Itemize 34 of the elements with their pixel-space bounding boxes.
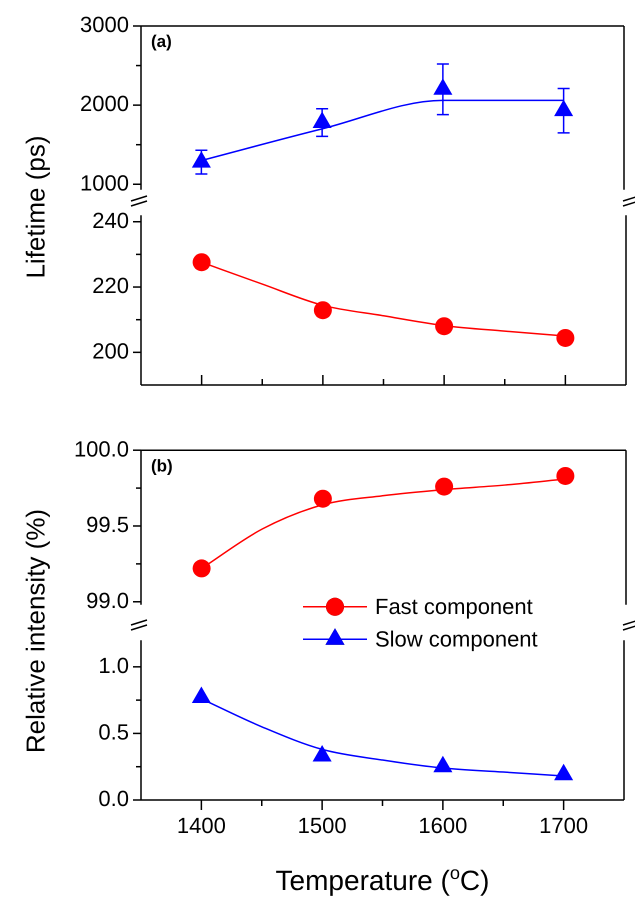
y-tick-label: 1000 <box>80 170 129 196</box>
y-tick-label: 0.5 <box>98 719 129 744</box>
annotation: (b) <box>151 456 173 476</box>
point <box>314 490 332 508</box>
y-tick-label: 100.0 <box>74 436 129 462</box>
point <box>556 328 574 347</box>
y-tick-label: 200 <box>92 338 129 364</box>
x-tick-label: 1700 <box>539 813 588 838</box>
y-tick-label: 240 <box>92 208 129 233</box>
point <box>192 253 211 272</box>
x-tick-label: 1400 <box>176 813 226 838</box>
point <box>556 466 574 485</box>
y-tick-label: 220 <box>92 273 129 298</box>
annotation: (a) <box>151 32 172 52</box>
point <box>314 301 332 320</box>
y-tick-label: 3000 <box>80 12 129 38</box>
y-tick-label: 99.0 <box>86 588 129 613</box>
point <box>192 686 211 703</box>
point <box>312 745 332 762</box>
x-tick-label: 1600 <box>418 813 468 838</box>
y-tick-label: 99.5 <box>86 512 129 538</box>
point <box>433 756 452 772</box>
y-tick-label: 1.0 <box>98 652 129 678</box>
point <box>554 764 574 780</box>
point <box>192 559 211 578</box>
y-tick-label: 0.0 <box>98 786 129 812</box>
x-tick-label: 1500 <box>298 813 347 838</box>
legend-label: Fast component <box>375 594 533 619</box>
point <box>435 317 454 336</box>
point <box>435 478 454 496</box>
legend-label: Slow component <box>375 626 538 652</box>
y-axis-title: Relative intensity (%) <box>20 508 52 754</box>
y-tick-label: 2000 <box>80 91 129 116</box>
y-axis-title: Lifetime (ps) <box>20 135 52 279</box>
